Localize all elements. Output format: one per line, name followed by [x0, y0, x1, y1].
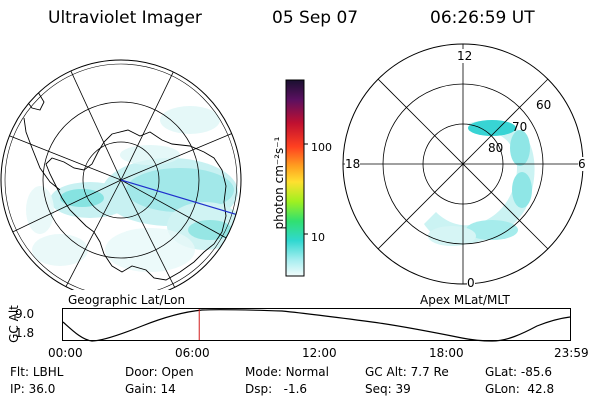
dsp-value: -1.6	[283, 382, 308, 396]
glat-label: GLat:	[485, 365, 518, 379]
door-value: Open	[161, 365, 194, 379]
lat-circle-80	[82, 141, 160, 219]
peninsula-coastline	[23, 117, 61, 191]
gcalt-value: 7.7 Re	[410, 365, 449, 379]
colorbar-unit-label: photon cm⁻²s⁻¹	[272, 136, 286, 230]
glon-field: GLon: 42.8	[485, 382, 554, 396]
door-label: Door:	[125, 365, 158, 379]
lat-circle-70	[42, 101, 200, 259]
longitude-lines	[1, 60, 241, 290]
door-field: Door: Open	[125, 365, 194, 379]
glon-label: GLon:	[485, 382, 520, 396]
geographic-map	[0, 59, 242, 290]
mlt-label-0: 0	[467, 276, 475, 290]
geo-panel-label: Geographic Lat/Lon	[68, 293, 186, 307]
timeline-xtick-1200: 12:00	[302, 346, 337, 360]
map-border	[0, 59, 242, 290]
lat-circle-60	[4, 63, 238, 290]
apex-map	[342, 43, 584, 285]
aurora-oval-apex	[424, 120, 535, 246]
colorbar-tick-100: 100	[311, 141, 332, 154]
timeline-xtick-0000: 00:00	[48, 346, 83, 360]
mlt-label-18: 18	[345, 157, 361, 171]
timeline-xtick-0600: 06:00	[175, 346, 210, 360]
seq-label: Seq:	[365, 382, 392, 396]
flt-value: LBHL	[32, 365, 64, 379]
gain-value: 14	[160, 382, 176, 396]
gcalt-label: GC Alt:	[365, 365, 407, 379]
australia-coastline	[233, 235, 241, 269]
timeline-ytick-1-8: 1.8	[15, 326, 35, 340]
time-label: 06:26:59 UT	[430, 8, 535, 28]
dsp-label: Dsp:	[245, 382, 273, 396]
timeline-xtick-1800: 18:00	[429, 346, 464, 360]
flt-label: Flt:	[10, 365, 29, 379]
dsp-field: Dsp: -1.6	[245, 382, 307, 396]
altitude-timeline	[62, 308, 571, 342]
ip-value: 36.0	[28, 382, 56, 396]
date-label: 05 Sep 07	[272, 8, 359, 28]
mlt-label-12: 12	[457, 49, 473, 63]
timeline-frame	[62, 308, 571, 341]
colorbar-tick-10: 10	[311, 231, 325, 244]
glat-value: -85.6	[520, 365, 552, 379]
mlt-label-6: 6	[578, 157, 586, 171]
satellite-track	[120, 179, 241, 219]
glon-value: 42.8	[527, 382, 555, 396]
seq-value: 39	[395, 382, 411, 396]
mode-value: Normal	[285, 365, 329, 379]
ip-field: IP: 36.0	[10, 382, 55, 396]
gcalt-field: GC Alt: 7.7 Re	[365, 365, 449, 379]
antarctica-coastline	[45, 129, 227, 281]
timeline-ytick-9: 9.0	[15, 307, 35, 321]
gain-field: Gain: 14	[125, 382, 176, 396]
mlt-grid-lines	[343, 44, 583, 284]
mlat-label-70: 70	[512, 120, 528, 134]
instrument-title: Ultraviolet Imager	[48, 8, 202, 28]
gain-label: Gain:	[125, 382, 157, 396]
mlat-label-80: 80	[488, 141, 504, 155]
mode-label: Mode:	[245, 365, 282, 379]
flt-field: Flt: LBHL	[10, 365, 63, 379]
timeline-xtick-2359: 23:59	[554, 346, 589, 360]
altitude-curve	[62, 308, 571, 342]
apex-panel-label: Apex MLat/MLT	[420, 293, 510, 307]
mlat-label-60: 60	[536, 98, 552, 112]
ip-label: IP:	[10, 382, 25, 396]
seq-field: Seq: 39	[365, 382, 411, 396]
glat-field: GLat: -85.6	[485, 365, 552, 379]
colorbar	[285, 79, 308, 277]
mode-field: Mode: Normal	[245, 365, 329, 379]
